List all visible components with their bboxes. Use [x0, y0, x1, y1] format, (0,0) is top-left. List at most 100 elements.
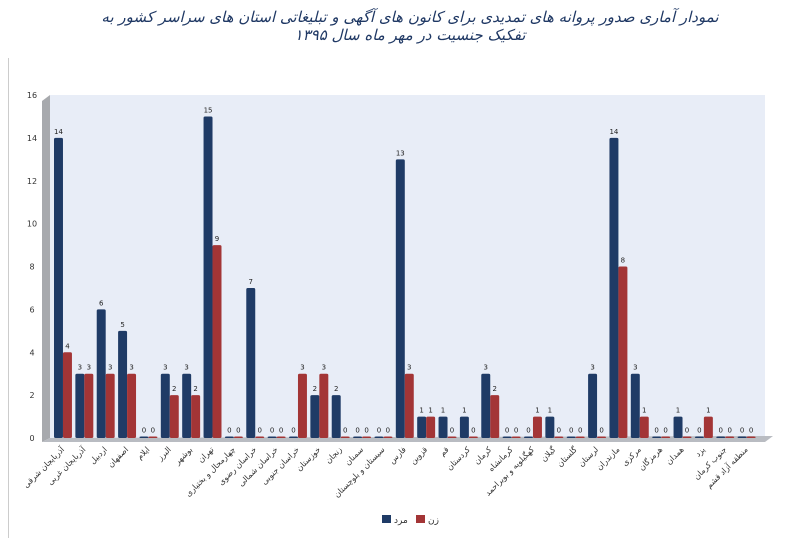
- data-label: 0: [569, 427, 573, 435]
- data-label: 0: [270, 427, 274, 435]
- y-tick-label: 14: [27, 134, 37, 143]
- bar-male: [75, 373, 85, 438]
- x-tick-label: فارس: [387, 445, 408, 466]
- data-label: 0: [749, 427, 753, 435]
- data-label: 3: [484, 364, 488, 372]
- bar-female: [169, 395, 179, 438]
- x-tick-label: هرمزگان: [636, 444, 664, 472]
- data-label: 9: [215, 235, 219, 243]
- bar-female: [276, 436, 286, 438]
- data-label: 0: [727, 427, 731, 435]
- data-label: 5: [120, 321, 124, 329]
- data-label: 0: [557, 427, 561, 435]
- data-label: 6: [99, 299, 104, 307]
- bar-female: [148, 436, 158, 438]
- data-label: 3: [163, 364, 167, 372]
- y-tick-label: 2: [29, 391, 34, 400]
- data-label: 3: [87, 364, 91, 372]
- x-tick-label: ایلام: [135, 445, 151, 461]
- data-label: 1: [428, 407, 432, 415]
- bar-female: [127, 373, 137, 438]
- bar-male: [524, 436, 533, 438]
- data-label: 2: [334, 385, 338, 393]
- x-tick-label: یزد: [693, 445, 707, 459]
- bar-male: [459, 416, 469, 438]
- bar-male: [160, 373, 170, 438]
- bar-male: [246, 287, 256, 438]
- chart-frame: [8, 58, 799, 538]
- data-label: 2: [172, 385, 176, 393]
- bar-female: [255, 436, 265, 438]
- data-label: 14: [609, 128, 618, 136]
- data-label: 13: [396, 149, 405, 157]
- bar-female: [511, 436, 521, 438]
- bar-female: [340, 436, 350, 438]
- bar-male: [203, 116, 213, 438]
- bar-male: [609, 137, 619, 438]
- x-tick-label: اصفهان: [106, 445, 130, 469]
- data-label: 0: [377, 427, 381, 435]
- data-label: 0: [343, 427, 347, 435]
- bar-female: [532, 416, 542, 438]
- bar-male: [716, 436, 726, 438]
- bar-male: [310, 395, 320, 438]
- x-tick-label: گیلان: [538, 444, 557, 463]
- data-label: 0: [505, 427, 509, 435]
- x-tick-label: قم: [438, 445, 451, 458]
- bar-male: [395, 159, 405, 438]
- data-label: 3: [590, 364, 594, 372]
- data-label: 0: [450, 427, 454, 435]
- bar-female: [191, 395, 201, 438]
- bar-male: [118, 330, 128, 438]
- data-label: 0: [291, 427, 295, 435]
- data-label: 1: [535, 407, 539, 415]
- bar-female: [362, 436, 372, 438]
- x-tick-label: قزوین: [408, 445, 429, 466]
- bar-female: [725, 436, 735, 438]
- data-label: 3: [633, 364, 637, 372]
- data-label: 0: [257, 427, 261, 435]
- data-label: 0: [279, 427, 283, 435]
- data-label: 8: [621, 257, 625, 265]
- bar-male: [374, 436, 384, 438]
- bar-male: [54, 137, 63, 438]
- y-tick-label: 10: [27, 220, 37, 229]
- y-tick-label: 0: [29, 434, 34, 443]
- data-label: 0: [526, 427, 530, 435]
- x-tick-label: مازندران: [595, 445, 622, 472]
- bar-female: [319, 373, 329, 438]
- data-label: 7: [249, 278, 253, 286]
- bar-male: [630, 373, 640, 438]
- x-tick-label: تهران: [196, 445, 215, 464]
- bar-male: [417, 416, 427, 438]
- bar-female: [212, 245, 222, 438]
- bar-female: [84, 373, 94, 438]
- bar-female: [426, 416, 436, 438]
- x-tick-label: همدان: [664, 445, 685, 466]
- bar-male: [438, 416, 448, 438]
- data-label: 0: [386, 427, 390, 435]
- data-label: 0: [227, 427, 231, 435]
- bar-male: [353, 436, 363, 438]
- bar-female: [468, 436, 478, 438]
- data-label: 0: [142, 427, 146, 435]
- data-label: 3: [184, 364, 188, 372]
- y-tick-label: 16: [27, 91, 37, 100]
- y-tick-label: 12: [27, 177, 37, 186]
- data-label: 3: [129, 364, 133, 372]
- data-label: 0: [471, 427, 475, 435]
- chart-title: نمودار آماری صدور پروانه های تمدیدی برای…: [101, 8, 719, 44]
- data-label: 0: [151, 427, 155, 435]
- data-label: 3: [322, 364, 326, 372]
- bar-female: [639, 416, 649, 438]
- y-tick-label: 6: [29, 305, 34, 314]
- bar-female: [554, 436, 564, 438]
- bar-male: [139, 436, 149, 438]
- bar-female: [233, 436, 243, 438]
- bar-female: [682, 436, 692, 438]
- bar-female: [404, 373, 414, 438]
- legend-swatch: [416, 515, 425, 523]
- bar-male: [502, 436, 512, 438]
- legend-label: مرد: [394, 516, 408, 526]
